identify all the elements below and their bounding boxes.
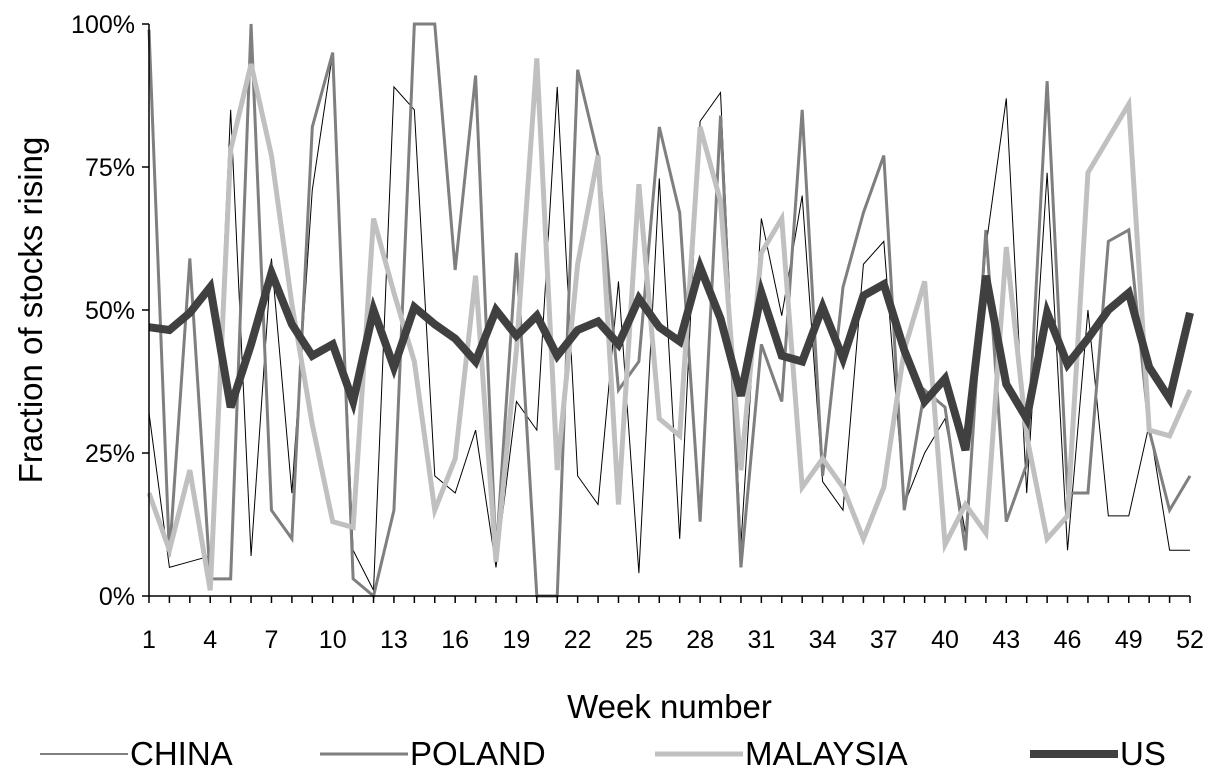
- y-tick-label: 100%: [71, 11, 135, 39]
- y-tick-label: 25%: [85, 440, 135, 468]
- y-axis-ticks: 0% 25% 50% 75% 100%: [71, 11, 149, 611]
- x-tick-label: 31: [747, 626, 775, 654]
- y-axis-title: Fraction of stocks rising: [12, 137, 49, 484]
- x-tick-label: 43: [992, 626, 1020, 654]
- x-tick-label: 22: [564, 626, 592, 654]
- x-tick-label: 4: [203, 626, 217, 654]
- y-tick-label: 75%: [85, 154, 135, 182]
- x-tick-label: 16: [441, 626, 469, 654]
- y-tick-label: 0%: [99, 583, 135, 611]
- x-tick-label: 49: [1115, 626, 1143, 654]
- x-tick-label: 25: [625, 626, 653, 654]
- x-axis-ticks: 1 4 7 10 13 16 19 22 25 28 31 34 37 40 43 46 49 52: [142, 596, 1204, 654]
- x-tick-label: 52: [1176, 626, 1204, 654]
- legend-label-china: CHINA: [130, 735, 233, 772]
- legend-label-us: US: [1120, 735, 1166, 772]
- series-layer: [146, 22, 1194, 599]
- x-tick-label: 19: [503, 626, 531, 654]
- x-tick-label: 1: [142, 626, 156, 654]
- x-tick-label: 13: [380, 626, 408, 654]
- x-tick-label: 37: [870, 626, 898, 654]
- legend-label-malaysia: MALAYSIA: [745, 735, 908, 772]
- legend: CHINA POLAND MALAYSIA US: [40, 735, 1166, 772]
- series-line-china: [148, 52, 1190, 593]
- x-axis-title: Week number: [567, 688, 772, 725]
- x-tick-label: 40: [931, 626, 959, 654]
- series-line-malaysia: [146, 58, 1193, 591]
- x-tick-label: 28: [686, 626, 714, 654]
- x-tick-label: 34: [809, 626, 837, 654]
- legend-label-poland: POLAND: [410, 735, 546, 772]
- series-line-us: [148, 254, 1194, 452]
- series-line-poland: [147, 22, 1192, 599]
- x-tick-label: 10: [319, 626, 347, 654]
- x-tick-label: 7: [265, 626, 279, 654]
- x-tick-label: 46: [1054, 626, 1082, 654]
- y-tick-label: 50%: [85, 297, 135, 325]
